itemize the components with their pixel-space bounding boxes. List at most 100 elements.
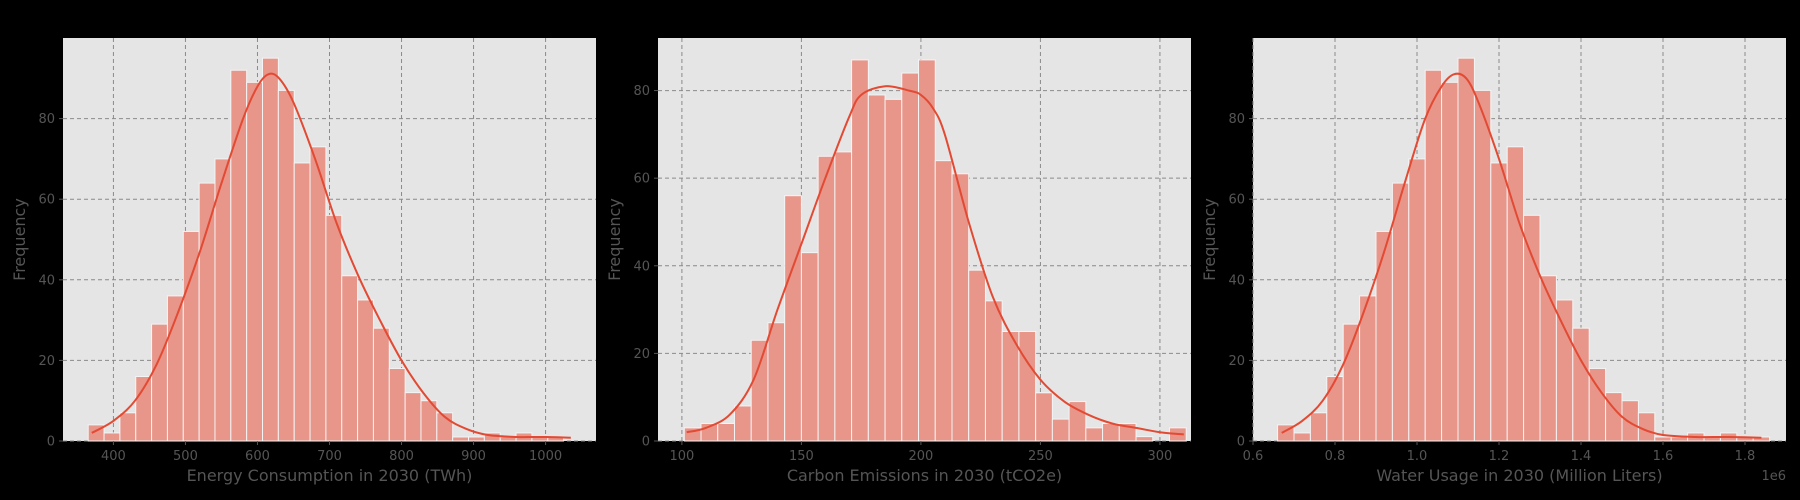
y-tick-label: 0 (47, 435, 55, 450)
histogram-bar (293, 162, 311, 442)
x-tick-label: 200 (909, 449, 934, 464)
histogram-bar (341, 275, 359, 442)
histogram-bar (1309, 412, 1328, 442)
histogram-bar (1637, 412, 1656, 442)
histogram-bar (1572, 327, 1590, 442)
histogram-bar (1555, 299, 1574, 442)
x-tick-label: 1000 (529, 449, 562, 464)
x-tick-label: 400 (101, 449, 126, 464)
histogram-bar (1035, 392, 1053, 442)
histogram-bar (884, 98, 903, 442)
histogram-bar (968, 269, 986, 442)
y-tick-label: 40 (38, 273, 55, 288)
histogram-bar (325, 214, 343, 442)
histogram-bar (1654, 436, 1672, 442)
histogram-bar (1408, 158, 1426, 442)
x-tick-label: 1.2 (1489, 449, 1510, 464)
x-tick-label: 0.8 (1325, 449, 1346, 464)
histogram-bar (1391, 182, 1410, 442)
histogram-bar (984, 300, 1003, 442)
histogram-bar (1085, 427, 1104, 442)
histogram-bar (867, 94, 886, 442)
x-tick-label: 700 (317, 449, 342, 464)
y-tick-label: 20 (38, 354, 55, 369)
histogram-bar (1135, 436, 1154, 442)
histogram-bar (246, 81, 264, 442)
y-tick-label: 60 (1228, 193, 1245, 208)
histogram-bar (784, 195, 802, 442)
x-tick-label: 0.6 (1243, 449, 1264, 464)
histogram-bar (372, 327, 390, 442)
histogram-bar (357, 299, 374, 442)
histogram-bar (1068, 401, 1087, 442)
histogram-bar (151, 323, 168, 442)
y-tick-label: 0 (1237, 435, 1245, 450)
y-tick-label: 20 (1228, 354, 1245, 369)
histogram-bar (468, 436, 485, 442)
y-axis-label: Frequency (605, 198, 624, 281)
histogram-bar (119, 412, 137, 442)
histogram-bar (277, 89, 295, 442)
histogram-bar (934, 160, 953, 442)
histogram-bar (309, 146, 327, 442)
histogram-bar (1342, 323, 1361, 442)
histogram-bar (800, 252, 819, 442)
histogram-bar (1001, 330, 1020, 442)
histogram-bar (1293, 432, 1311, 442)
x-tick-label: 1.4 (1571, 449, 1592, 464)
histogram-bar (851, 59, 869, 442)
y-tick-label: 80 (633, 84, 650, 99)
histogram-bar (214, 158, 232, 442)
x-tick-label: 1.8 (1735, 449, 1756, 464)
x-tick-label: 500 (173, 449, 198, 464)
histogram-bar (103, 432, 121, 442)
histogram-bar (388, 367, 406, 442)
histogram-bar (1375, 230, 1393, 442)
energy-consumption-histogram: 400 500 600 700 800 900 1000 0 20 40 60 80 Energy Co… (10, 38, 596, 485)
y-tick-label: 60 (633, 172, 650, 187)
y-tick-label: 80 (38, 112, 55, 127)
histogram-bar (1441, 81, 1459, 442)
kde-curve (91, 72, 571, 439)
x-tick-label: 100 (669, 449, 694, 464)
y-tick-label: 60 (38, 193, 55, 208)
histogram-bar (1523, 214, 1541, 442)
x-tick-label: 600 (245, 449, 270, 464)
histogram-bar (1326, 376, 1344, 442)
histogram-bar (1102, 422, 1120, 442)
x-axis-label: Water Usage in 2030 (Million Liters) (1376, 466, 1662, 485)
histogram-bar (1539, 275, 1557, 442)
histogram-bar (733, 405, 752, 442)
y-tick-label: 40 (633, 259, 650, 274)
histogram-bar (1051, 418, 1070, 442)
histogram-bar (918, 59, 936, 442)
y-axis-label: Frequency (10, 198, 29, 281)
histogram-bar (901, 72, 920, 442)
y-tick-label: 40 (1228, 273, 1245, 288)
y-axis-label: Frequency (1200, 198, 1219, 281)
histogram-bar (452, 436, 470, 442)
histogram-bar (1424, 69, 1443, 442)
kde-curve (1281, 72, 1762, 439)
x-tick-label: 300 (1148, 449, 1173, 464)
x-axis-offset-label: 1e6 (1761, 469, 1786, 484)
x-axis-label: Carbon Emissions in 2030 (tCO2e) (787, 466, 1062, 485)
y-tick-label: 20 (633, 347, 650, 362)
water-usage-histogram: 0.6 0.8 1.0 1.2 1.4 1.6 1.8 0 20 40 60 80 Water Usag… (1200, 38, 1786, 485)
x-tick-label: 150 (789, 449, 814, 464)
y-tick-label: 0 (642, 435, 650, 450)
x-tick-label: 250 (1028, 449, 1053, 464)
histogram-bar (767, 322, 786, 442)
histogram-bar (834, 151, 853, 442)
histogram-bar (817, 155, 836, 442)
histogram-bar (230, 69, 248, 442)
histogram-bar (717, 422, 735, 442)
histogram-bar (1457, 57, 1475, 442)
kde-curve (686, 85, 1184, 436)
histogram-bar (1473, 89, 1492, 442)
histogram-bar (750, 339, 769, 442)
histogram-bar (1490, 162, 1508, 442)
x-axis-label: Energy Consumption in 2030 (TWh) (187, 466, 473, 485)
histogram-bar (198, 182, 216, 442)
